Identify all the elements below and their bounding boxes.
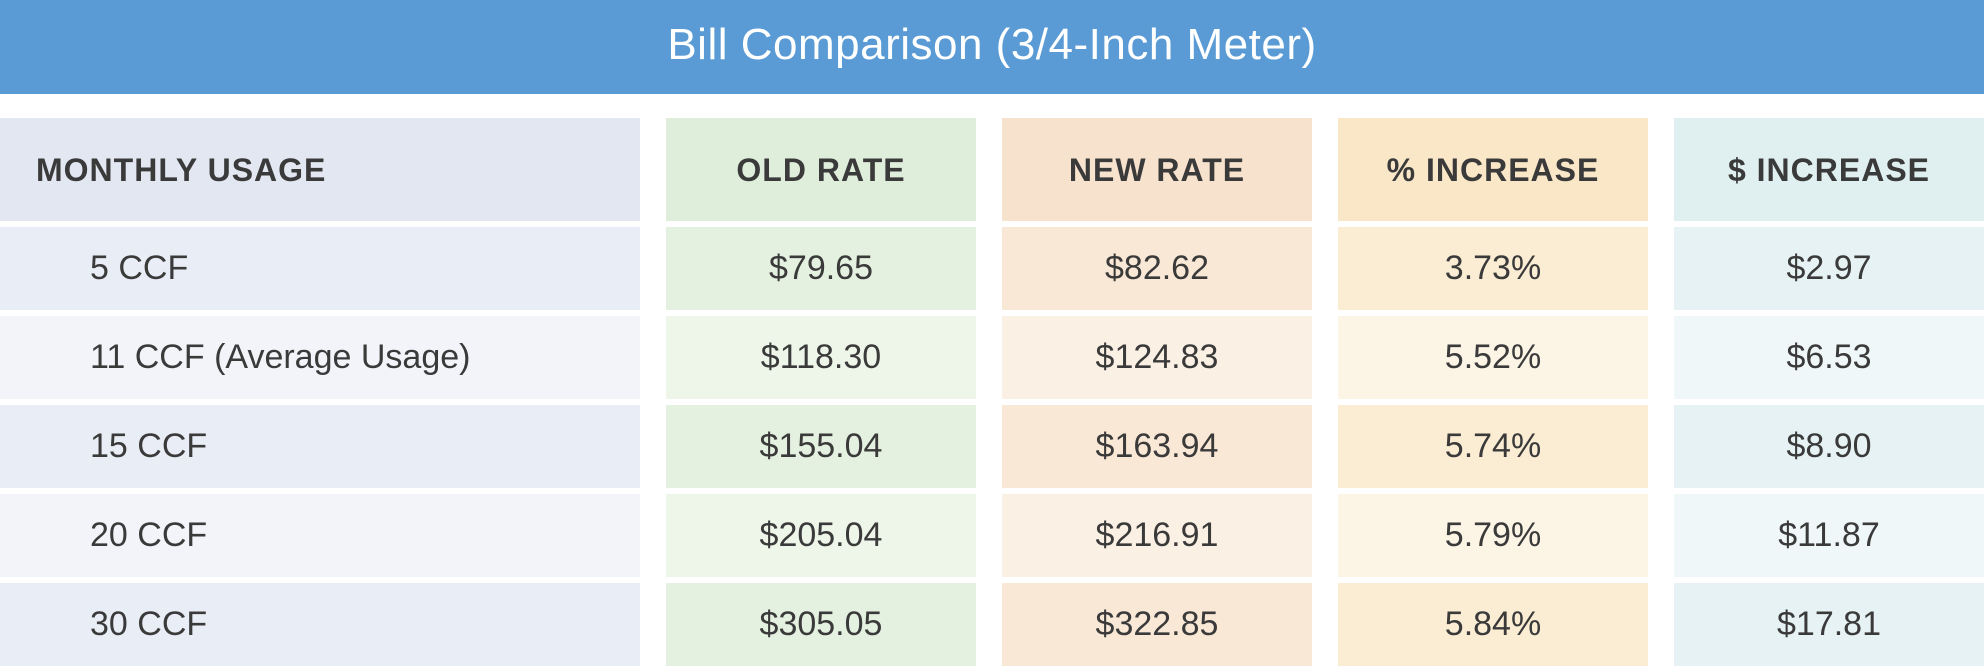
column-header: OLD RATE	[666, 118, 976, 221]
table-cell: $11.87	[1674, 494, 1984, 577]
column-header: % INCREASE	[1338, 118, 1648, 221]
table-cell: $216.91	[1002, 494, 1312, 577]
table-cell: 5.84%	[1338, 583, 1648, 666]
column-header: NEW RATE	[1002, 118, 1312, 221]
table-grid: MONTHLY USAGE OLD RATE NEW RATE % INCREASE $…	[0, 118, 1984, 666]
table-cell: $322.85	[1002, 583, 1312, 666]
table-cell: 3.73%	[1338, 227, 1648, 310]
table-cell: 5.52%	[1338, 316, 1648, 399]
table-cell: $205.04	[666, 494, 976, 577]
table-cell: 5.74%	[1338, 405, 1648, 488]
table-cell: 5.79%	[1338, 494, 1648, 577]
table-cell: $118.30	[666, 316, 976, 399]
table-cell: 11 CCF (Average Usage)	[0, 316, 640, 399]
column-header: $ INCREASE	[1674, 118, 1984, 221]
table-cell: 15 CCF	[0, 405, 640, 488]
table-cell: $8.90	[1674, 405, 1984, 488]
column-header: MONTHLY USAGE	[0, 118, 640, 221]
table-cell: 20 CCF	[0, 494, 640, 577]
table-cell: $6.53	[1674, 316, 1984, 399]
bill-comparison-table: Bill Comparison (3/4-Inch Meter) MONTHLY…	[0, 0, 1984, 666]
table-cell: $124.83	[1002, 316, 1312, 399]
table-cell: $82.62	[1002, 227, 1312, 310]
table-cell: $17.81	[1674, 583, 1984, 666]
table-cell: $79.65	[666, 227, 976, 310]
table-cell: $2.97	[1674, 227, 1984, 310]
table-cell: 30 CCF	[0, 583, 640, 666]
table-cell: 5 CCF	[0, 227, 640, 310]
table-title: Bill Comparison (3/4-Inch Meter)	[0, 0, 1984, 94]
table-cell: $163.94	[1002, 405, 1312, 488]
table-cell: $155.04	[666, 405, 976, 488]
table-cell: $305.05	[666, 583, 976, 666]
